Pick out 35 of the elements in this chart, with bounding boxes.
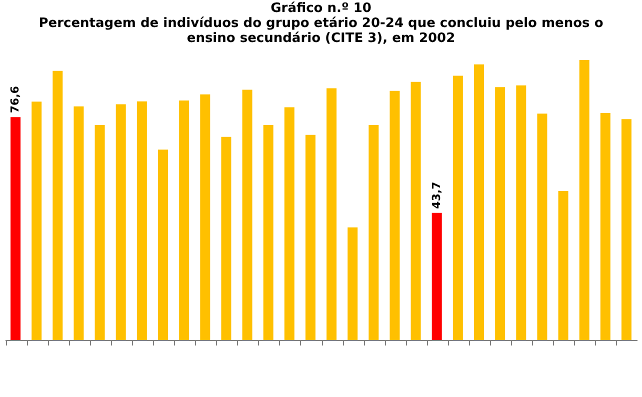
text: Percentagem de indivíduos do grupo etário 20-24 que concluiu pelo menos o xyxy=(38,16,604,31)
bar xyxy=(242,90,252,340)
bar xyxy=(326,88,337,340)
bar xyxy=(452,76,463,340)
bar xyxy=(221,136,232,340)
bar xyxy=(74,106,84,340)
bar xyxy=(32,102,42,340)
data-label: 43,7 xyxy=(430,182,443,209)
bar xyxy=(495,87,506,340)
bar xyxy=(390,90,400,340)
bar xyxy=(579,60,590,340)
bar xyxy=(263,124,274,340)
bar xyxy=(200,94,210,340)
bar xyxy=(179,100,190,340)
bar xyxy=(516,85,526,340)
bar xyxy=(136,101,147,340)
text: ensino secundário (CITE 3), em 2002 xyxy=(186,31,456,46)
bar xyxy=(558,191,568,340)
bar xyxy=(94,124,105,340)
bar xyxy=(432,212,442,340)
bar xyxy=(474,64,484,340)
bar xyxy=(537,114,548,340)
bar xyxy=(368,124,379,340)
bar xyxy=(52,70,63,340)
bar xyxy=(600,113,610,340)
bar xyxy=(116,104,126,340)
bar xyxy=(305,134,316,340)
bar xyxy=(158,150,168,340)
data-label: 76,6 xyxy=(8,86,22,114)
bar xyxy=(410,82,421,340)
text: Gráfico n.º 10 xyxy=(270,1,372,16)
bar xyxy=(10,117,21,340)
bar xyxy=(348,227,358,340)
bar xyxy=(284,107,294,340)
bar xyxy=(621,119,632,340)
